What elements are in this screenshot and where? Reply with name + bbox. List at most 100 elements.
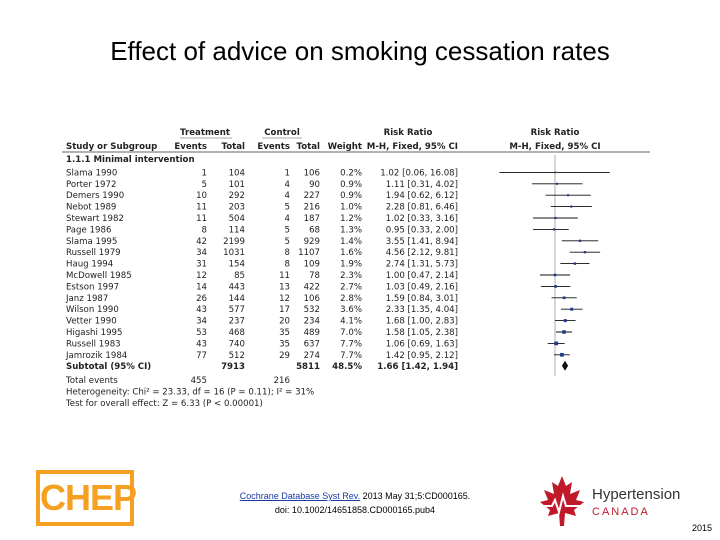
treatment-events: 14 [196,282,207,292]
risk-ratio-plot-header: Risk Ratio [531,128,580,138]
control-events: 11 [279,271,290,281]
total-events-label: Total events [65,376,118,386]
control-total: 1107 [298,248,320,258]
subtotal-label: Subtotal (95% CI) [66,362,151,372]
control-total: 78 [309,271,320,281]
control-events: 4 [285,180,290,190]
risk-ratio-text-header: Risk Ratio [384,128,433,138]
study-name: Janz 1987 [65,294,108,304]
slide-year: 2015 [691,523,712,533]
study-risk-ratio-ci: 3.55 [1.41, 8.94] [386,237,458,247]
study-point-estimate [553,273,557,277]
study-weight: 7.7% [340,351,362,361]
control-events: 8 [285,248,290,258]
treatment-total: 740 [229,339,245,349]
control-total: 532 [304,305,320,315]
control-events: 29 [279,351,290,361]
treatment-events: 43 [196,339,207,349]
control-events: 4 [285,214,290,224]
study-risk-ratio-ci: 1.11 [0.31, 4.02] [386,180,458,190]
study-name: Russell 1983 [66,339,121,349]
treatment-events: 31 [196,260,207,270]
control-total: 637 [304,339,320,349]
study-weight: 2.8% [340,294,362,304]
study-risk-ratio-ci: 2.74 [1.31, 5.73] [386,260,458,270]
treatment-events: 53 [196,328,207,338]
study-point-estimate [570,307,574,311]
control-events: 8 [285,260,290,270]
citation: Cochrane Database Syst Rev. 2013 May 31;… [190,489,520,517]
study-point-estimate [563,319,567,323]
study-name: Higashi 1995 [66,328,123,338]
study-point-estimate [578,239,582,242]
control-total: 90 [309,180,320,190]
chep-logo-text: CHEP [40,477,137,518]
control-total: 489 [304,328,320,338]
study-point-estimate [573,262,577,265]
study-weight: 0.2% [340,168,362,178]
study-point-estimate [554,171,557,174]
study-weight: 7.7% [340,339,362,349]
control-events: 1 [285,168,290,178]
treatment-total: 154 [229,260,245,270]
study-name: Haug 1994 [66,260,113,270]
study-name: Jamrozik 1984 [65,351,127,361]
study-weight: 1.0% [340,203,362,213]
column-header-weight: Weight [328,142,362,152]
study-point-estimate [560,352,564,357]
study-weight: 1.3% [340,225,362,235]
control-total: 68 [309,225,320,235]
column-header-rr-text: M-H, Fixed, 95% CI [367,142,458,152]
subgroup-label: 1.1.1 Minimal intervention [66,155,195,165]
hypertension-canada-logo: Hypertension CANADA [534,472,704,528]
treatment-events: 8 [202,225,207,235]
treatment-events: 26 [196,294,207,304]
control-total: 187 [304,214,320,224]
control-total: 274 [304,351,320,361]
subtotal-risk-ratio-ci: 1.66 [1.42, 1.94] [377,362,458,372]
subtotal-weight: 48.5% [332,362,362,372]
study-point-estimate [570,205,573,208]
column-header-rr-plot: M-H, Fixed, 95% CI [509,142,600,152]
treatment-total: 237 [229,317,245,327]
control-total: 216 [304,203,320,213]
study-name: Russell 1979 [66,248,121,258]
total-events-treatment: 455 [191,376,207,386]
canada-logo-text: CANADA [592,506,650,518]
study-name: McDowell 1985 [66,271,132,281]
slide-title: Effect of advice on smoking cessation ra… [110,36,610,66]
treatment-total: 504 [229,214,245,224]
treatment-events: 5 [202,180,207,190]
study-name: Stewart 1982 [66,214,124,224]
study-risk-ratio-ci: 2.33 [1.35, 4.04] [386,305,458,315]
study-name: Porter 1972 [66,180,116,190]
study-risk-ratio-ci: 1.59 [0.84, 3.01] [386,294,458,304]
study-name: Demers 1990 [66,191,124,201]
treatment-events: 10 [196,191,207,201]
subtotal-diamond [561,360,569,371]
study-risk-ratio-ci: 1.94 [0.62, 6.12] [386,191,458,201]
study-risk-ratio-ci: 0.95 [0.33, 2.00] [386,225,458,235]
citation-doi: doi: 10.1002/14651858.CD000165.pub4 [274,505,436,515]
study-risk-ratio-ci: 1.58 [1.05, 2.38] [386,328,458,338]
treatment-total: 1031 [223,248,245,258]
column-header-treatment-events: Events [174,142,207,152]
study-point-estimate [567,194,570,197]
control-events: 35 [279,339,290,349]
study-point-estimate [583,251,587,254]
study-weight: 0.9% [340,191,362,201]
study-risk-ratio-ci: 1.02 [0.33, 3.16] [386,214,458,224]
treatment-events: 43 [196,305,207,315]
control-events: 17 [279,305,290,315]
control-events: 5 [285,225,290,235]
citation-journal-link[interactable]: Cochrane Database Syst Rev. [239,491,361,501]
treatment-events: 42 [196,237,207,247]
heterogeneity-text: Heterogeneity: Chi² = 23.33, df = 16 (P … [66,387,314,397]
study-point-estimate [562,296,566,300]
study-weight: 1.2% [340,214,362,224]
study-point-estimate [554,216,557,220]
column-header-study: Study or Subgroup [66,142,157,152]
study-name: Slama 1995 [66,237,117,247]
control-total: 929 [304,237,320,247]
study-name: Vetter 1990 [66,317,117,327]
